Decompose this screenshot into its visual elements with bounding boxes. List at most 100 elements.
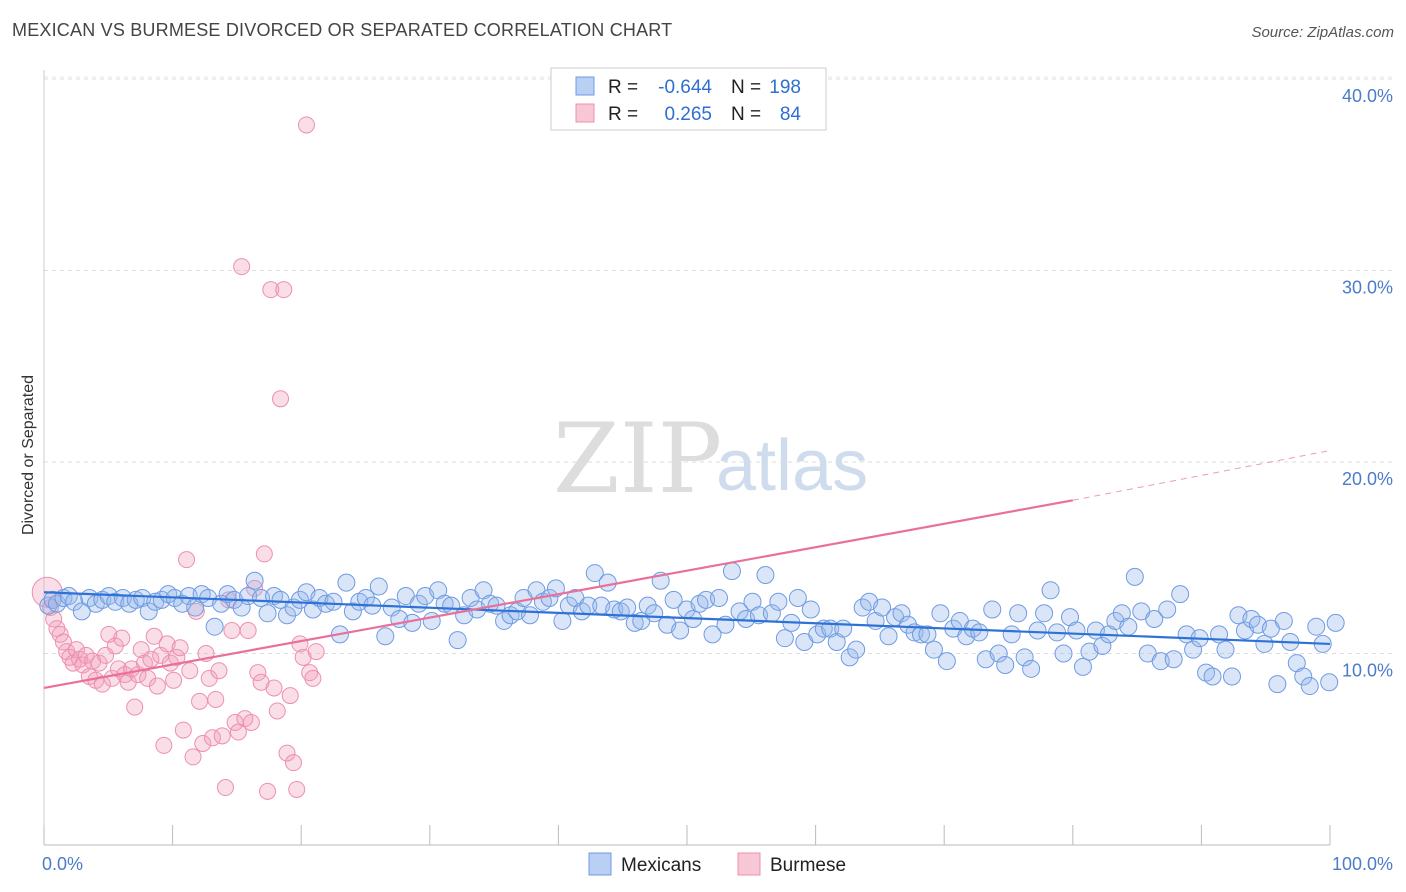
mexicans-point (1073, 657, 1092, 676)
burmese-point (158, 635, 176, 653)
burmese-point (165, 671, 183, 689)
mexicans-point (585, 564, 604, 583)
mexicans-point (769, 592, 788, 611)
y-axis-label: Divorced or Separated (20, 375, 37, 535)
burmese-point (155, 736, 173, 754)
burmese-point (45, 610, 63, 628)
mexicans-point (1203, 667, 1222, 686)
burmese-point (113, 629, 131, 647)
source-label: Source: ZipAtlas.com (1251, 24, 1394, 41)
burmese-point (184, 748, 202, 766)
mexicans-point (1022, 659, 1041, 678)
mexicans-point (1294, 667, 1313, 686)
y-tick-label: 10.0% (1342, 661, 1393, 681)
burmese-point (54, 633, 72, 651)
gridlines (44, 76, 1395, 654)
burmese-point (275, 281, 293, 299)
mexicans-point (1158, 600, 1177, 619)
burmese-point (304, 669, 322, 687)
x-tick-label: 100.0% (1332, 854, 1393, 874)
mexicans-point (245, 571, 264, 590)
mexicans-point (258, 604, 277, 623)
legend-r-value-1: -0.644 (658, 77, 712, 98)
mexicans-point (664, 590, 683, 609)
mexicans-point (448, 631, 467, 650)
mexicans-point (139, 602, 158, 621)
mexicans-point (834, 619, 853, 638)
mexicans-point (1255, 634, 1274, 653)
mexicans-point (1119, 617, 1138, 636)
legend-n-label-2: N = (731, 104, 761, 125)
mexicans-point (1307, 617, 1326, 636)
mexicans-point (638, 596, 657, 615)
mexicans-point (1151, 652, 1170, 671)
burmese-point (181, 662, 199, 680)
mexicans-point (422, 611, 441, 630)
burmese-point (272, 390, 290, 408)
mexicans-point (899, 615, 917, 634)
burmese-point (174, 721, 192, 739)
mexicans-point (356, 588, 375, 607)
mexicans-point (343, 602, 362, 621)
mexicans-point (278, 606, 296, 625)
mexicans-point (722, 562, 741, 581)
mexicans-point (1009, 604, 1028, 623)
chart-title: MEXICAN VS BURMESE DIVORCED OR SEPARATED… (12, 20, 673, 40)
burmese-point (301, 664, 319, 682)
burmese-point (93, 675, 111, 693)
burmese-point (278, 744, 296, 762)
legend-frame (550, 67, 827, 131)
mexicans-point (749, 606, 768, 625)
mexicans-point (1274, 611, 1293, 630)
watermark-zip: ZIP (553, 403, 722, 515)
mexicans-point (989, 644, 1008, 663)
burmese-point (297, 116, 315, 134)
x-tick-label: 0.0% (42, 854, 83, 874)
mexicans-point (983, 600, 1002, 619)
legend-n-value-1: 198 (769, 77, 801, 98)
mexicans-point (1268, 675, 1287, 694)
mexicans-point (1223, 667, 1241, 686)
mexicans-point (1041, 581, 1060, 600)
y-tick-label: 30.0% (1342, 278, 1393, 298)
mexicans-point (918, 625, 937, 644)
legend-burmese-swatch (737, 852, 761, 876)
mexicans-point (1067, 621, 1086, 640)
legend-mexicans-swatch (588, 852, 612, 876)
mexicans-point (1002, 625, 1021, 644)
mexicans-point (1300, 677, 1319, 696)
burmese-point (281, 687, 299, 705)
burmese-point (67, 641, 85, 659)
mexicans-point (710, 588, 728, 607)
mexicans-point (703, 625, 722, 644)
burmese-point (178, 551, 196, 569)
burmese-point (168, 648, 186, 666)
mexicans-point (369, 577, 388, 596)
mexicans-point (775, 629, 794, 648)
mexicans-point (1184, 640, 1203, 659)
legend-burmese-label: Burmese (770, 855, 846, 876)
burmese-points (31, 116, 325, 800)
mexicans-point (1164, 650, 1183, 669)
mexicans-point (1145, 610, 1164, 629)
mexicans-point (179, 587, 198, 606)
mexicans-point (1093, 636, 1112, 655)
mexicans-point (879, 627, 898, 646)
mexicans-point (801, 600, 820, 619)
mexicans-point (996, 655, 1015, 674)
axes (43, 70, 1331, 846)
mexicans-point (546, 579, 565, 598)
mexicans-point (1326, 613, 1345, 632)
burmese-trend-extension (1072, 450, 1331, 501)
mexicans-point (324, 592, 343, 611)
legend-r-label-2: R = (608, 104, 638, 125)
mexicans-point (337, 573, 356, 592)
mexicans-point (553, 611, 572, 630)
burmese-trend-line (43, 499, 1073, 690)
burmese-point (223, 622, 241, 640)
mexicans-point (290, 590, 309, 609)
mexicans-point (924, 640, 943, 659)
mexicans-point (232, 598, 251, 617)
legend-n-value-2: 84 (780, 104, 802, 125)
